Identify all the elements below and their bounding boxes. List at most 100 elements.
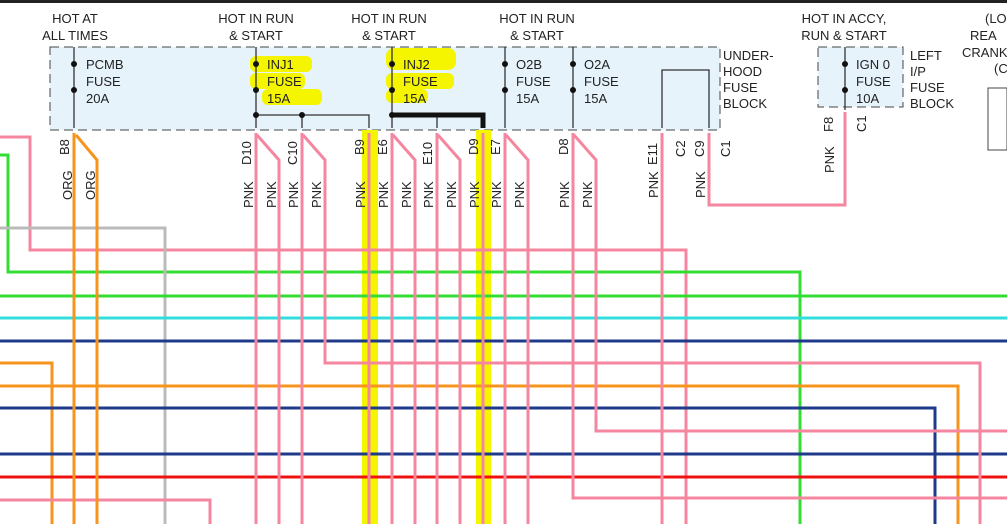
wire-color-label: PNK (309, 181, 324, 208)
connector-label: E6 (375, 139, 390, 155)
fuse-name: O2B (516, 57, 542, 72)
highlight-inj1-fuse (250, 73, 305, 89)
wire-color-label: PNK (399, 181, 414, 208)
left-ip-fuse-block (817, 46, 904, 108)
highlight-inj1-name (250, 56, 312, 72)
green-wire-a (0, 153, 802, 524)
wire-color-label: PNK (693, 171, 708, 198)
wire-c9-f8 (707, 112, 847, 207)
connector-label: F8 (821, 117, 836, 132)
highlight-inj2-name (386, 48, 456, 70)
wire-d8-a (571, 133, 1007, 500)
block-label: BLOCK (910, 96, 954, 111)
connector-label: D8 (556, 138, 571, 155)
fuse-name: INJ1 (267, 57, 294, 72)
connector-label: C9 (692, 140, 707, 157)
wire-color-label: PNK (489, 181, 504, 208)
pink-wire-b (0, 498, 212, 524)
fuse-type: FUSE (403, 74, 438, 89)
source-label: HOT IN RUN (351, 11, 427, 26)
wire-color-label: PNK (444, 181, 459, 208)
underhood-fuse-block (49, 46, 721, 131)
fuse-type: FUSE (516, 74, 551, 89)
block-label: UNDER- (723, 48, 774, 63)
wire-color-label: PNK (580, 181, 595, 208)
wire-color-labels: ORG ORG PNK PNK PNK PNK PNK PNK PNK PNK … (60, 146, 837, 208)
connector-label: D9 (466, 138, 481, 155)
highlight-inj2-fuse (386, 73, 454, 89)
source-label: & START (510, 28, 564, 43)
partial-label: REA (970, 28, 997, 43)
fuse-type: FUSE (584, 74, 619, 89)
wire-color-label: PNK (421, 181, 436, 208)
wire-d8-b (572, 134, 1007, 433)
wires (0, 112, 1007, 524)
connector-label: B8 (57, 139, 72, 155)
block-label: FUSE (723, 80, 758, 95)
connector-label: C2 (673, 140, 688, 157)
fuse-rating: 15A (267, 91, 290, 106)
connector-label: E10 (420, 142, 435, 165)
top-border (0, 0, 1007, 3)
highlights (250, 48, 491, 524)
navy-wire-b (0, 406, 937, 524)
wire-color-label: PNK (286, 181, 301, 208)
source-label: ALL TIMES (42, 28, 108, 43)
fuse-name: O2A (584, 57, 610, 72)
fuse-rating: 15A (403, 91, 426, 106)
fuse-rating: 15A (584, 91, 607, 106)
wire-color-label: PNK (646, 171, 661, 198)
gray-wire (0, 226, 167, 524)
wire-e7-b (504, 134, 530, 524)
block-label: BLOCK (723, 96, 767, 111)
wire-e10-b (436, 134, 462, 524)
wire-color-label: PNK (512, 181, 527, 208)
fuse-internal-wiring (71, 47, 848, 128)
wire-b8-b (74, 134, 99, 524)
highlight-inj2-rating (386, 89, 428, 103)
fuse-name: PCMB (86, 57, 124, 72)
wire-color-label: PNK (557, 181, 572, 208)
orange-wire-a (0, 361, 54, 524)
inj2-bus-bar (392, 112, 486, 128)
fuse-type: FUSE (86, 74, 121, 89)
partial-label: CRANK (962, 45, 1007, 60)
fuse-name: INJ2 (403, 57, 430, 72)
connector-label: B9 (352, 139, 367, 155)
source-labels: HOT AT ALL TIMES HOT IN RUN & START HOT … (42, 11, 1007, 76)
wire-color-label: PNK (822, 146, 837, 173)
connector-label: D10 (239, 141, 254, 165)
highlight-inj1-rating (262, 89, 322, 105)
source-label: RUN & START (801, 28, 887, 43)
source-label: HOT AT (52, 11, 98, 26)
connector-label: C10 (285, 141, 300, 165)
connector-label: C1 (718, 140, 733, 157)
block-label: FUSE (910, 80, 945, 95)
fuse-rating: 15A (516, 91, 539, 106)
partial-label: (C (994, 61, 1007, 76)
source-label: HOT IN RUN (499, 11, 575, 26)
connector-label: C1 (854, 115, 869, 132)
wire-color-label: ORG (83, 170, 98, 200)
fuse-rating: 20A (86, 91, 109, 106)
source-label: HOT IN RUN (218, 11, 294, 26)
connector-label: E11 (645, 143, 660, 165)
block-label: HOOD (723, 64, 762, 79)
connector-label: E7 (488, 139, 503, 155)
wire-c10-b (301, 134, 982, 524)
wire-e6-b (391, 134, 417, 524)
wire-color-label: PNK (353, 181, 368, 208)
fuse-labels: PCMB FUSE 20A INJ1 FUSE 15A INJ2 FUSE 15A O2B F… (86, 48, 954, 111)
partial-label: (LO (985, 11, 1007, 26)
partial-component (987, 87, 1007, 151)
block-label: I/P (910, 64, 926, 79)
wire-color-label: PNK (376, 181, 391, 208)
source-label: & START (362, 28, 416, 43)
source-label: & START (229, 28, 283, 43)
wire-d10-b (255, 134, 281, 524)
fuse-type: FUSE (267, 74, 302, 89)
source-label: HOT IN ACCY, (802, 11, 887, 26)
fuse-name: IGN 0 (856, 57, 890, 72)
wire-color-label: ORG (60, 170, 75, 200)
